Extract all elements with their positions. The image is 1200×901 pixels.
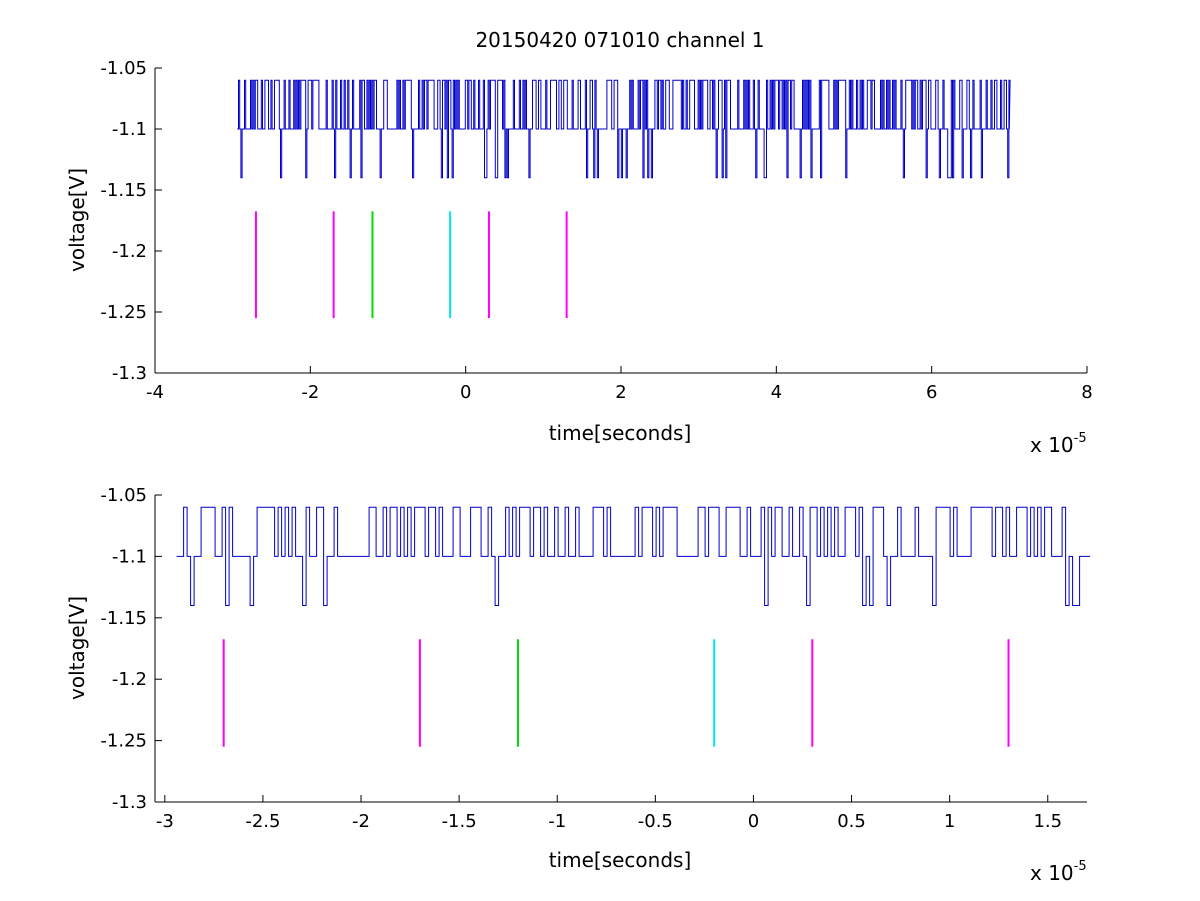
top-x-tick-label: 6: [926, 382, 937, 403]
bottom-y-tick-label: -1.2: [112, 669, 147, 690]
top-x-tick-label: 8: [1081, 382, 1092, 403]
bottom-y-tick-label: -1.1: [112, 546, 147, 567]
bottom-signal-path: [176, 506, 1091, 606]
bottom-x-tick-label: 0.5: [837, 811, 866, 832]
top-y-tick-label: -1.05: [100, 58, 147, 79]
bottom-plot-area: [155, 495, 1087, 802]
top-subplot: -4 -2 0 2 4 6 8 -1.3 -1.25 -1.2 -1.15 -1.1 -1.05 ti…: [65, 58, 1093, 457]
top-y-tick-label: -1.2: [112, 241, 147, 262]
top-y-tick-label: -1.15: [100, 180, 147, 201]
top-y-tick-label: -1.3: [112, 363, 147, 384]
bottom-x-tick-label: -0.5: [638, 811, 673, 832]
bottom-y-ticks: -1.3 -1.25 -1.2 -1.15 -1.1 -1.05: [100, 485, 162, 813]
bottom-signal-trace: [176, 506, 1091, 606]
bottom-x-tick-label: 0: [748, 811, 759, 832]
top-x-ticks: -4 -2 0 2 4 6 8: [146, 366, 1093, 403]
top-y-tick-label: -1.1: [112, 119, 147, 140]
chart-title: 20150420 071010 channel 1: [475, 28, 764, 52]
top-markers: [254, 211, 568, 319]
bottom-x-tick-label: -1.5: [442, 811, 477, 832]
bottom-y-axis-label: voltage[V]: [65, 596, 89, 700]
top-x-exponent-label: x 10-5: [1030, 431, 1087, 457]
bottom-x-tick-label: 1: [944, 811, 955, 832]
top-x-tick-label: -4: [146, 382, 164, 403]
top-x-tick-label: 2: [615, 382, 626, 403]
bottom-y-tick-label: -1.15: [100, 608, 147, 629]
bottom-x-tick-label: 1.5: [1033, 811, 1062, 832]
top-y-axis-label: voltage[V]: [65, 168, 89, 272]
top-x-tick-label: 0: [460, 382, 471, 403]
bottom-x-tick-label: -3: [156, 811, 174, 832]
bottom-y-tick-label: -1.05: [100, 485, 147, 506]
bottom-y-tick-label: -1.25: [100, 731, 147, 752]
top-x-tick-label: 4: [771, 382, 782, 403]
bottom-x-axis-label: time[seconds]: [549, 848, 692, 872]
bottom-x-exponent-label: x 10-5: [1030, 859, 1087, 885]
bottom-x-tick-label: -1: [548, 811, 566, 832]
bottom-x-tick-label: -2: [352, 811, 370, 832]
bottom-subplot: -3 -2.5 -2 -1.5 -1 -0.5 0 0.5 1 1.5 -1.3 -1.25 -1.2…: [65, 485, 1091, 885]
bottom-x-ticks: -3 -2.5 -2 -1.5 -1 -0.5 0 0.5 1 1.5: [156, 795, 1062, 832]
top-signal-path: [237, 79, 1011, 179]
bottom-x-tick-label: -2.5: [245, 811, 280, 832]
top-signal-trace: [237, 79, 1011, 179]
bottom-markers: [222, 639, 1010, 747]
bottom-y-tick-label: -1.3: [112, 792, 147, 813]
top-plot-area: [155, 68, 1087, 373]
top-x-axis-label: time[seconds]: [549, 421, 692, 445]
top-x-tick-label: -2: [301, 382, 319, 403]
top-y-tick-label: -1.25: [100, 302, 147, 323]
top-y-ticks: -1.3 -1.25 -1.2 -1.15 -1.1 -1.05: [100, 58, 162, 384]
